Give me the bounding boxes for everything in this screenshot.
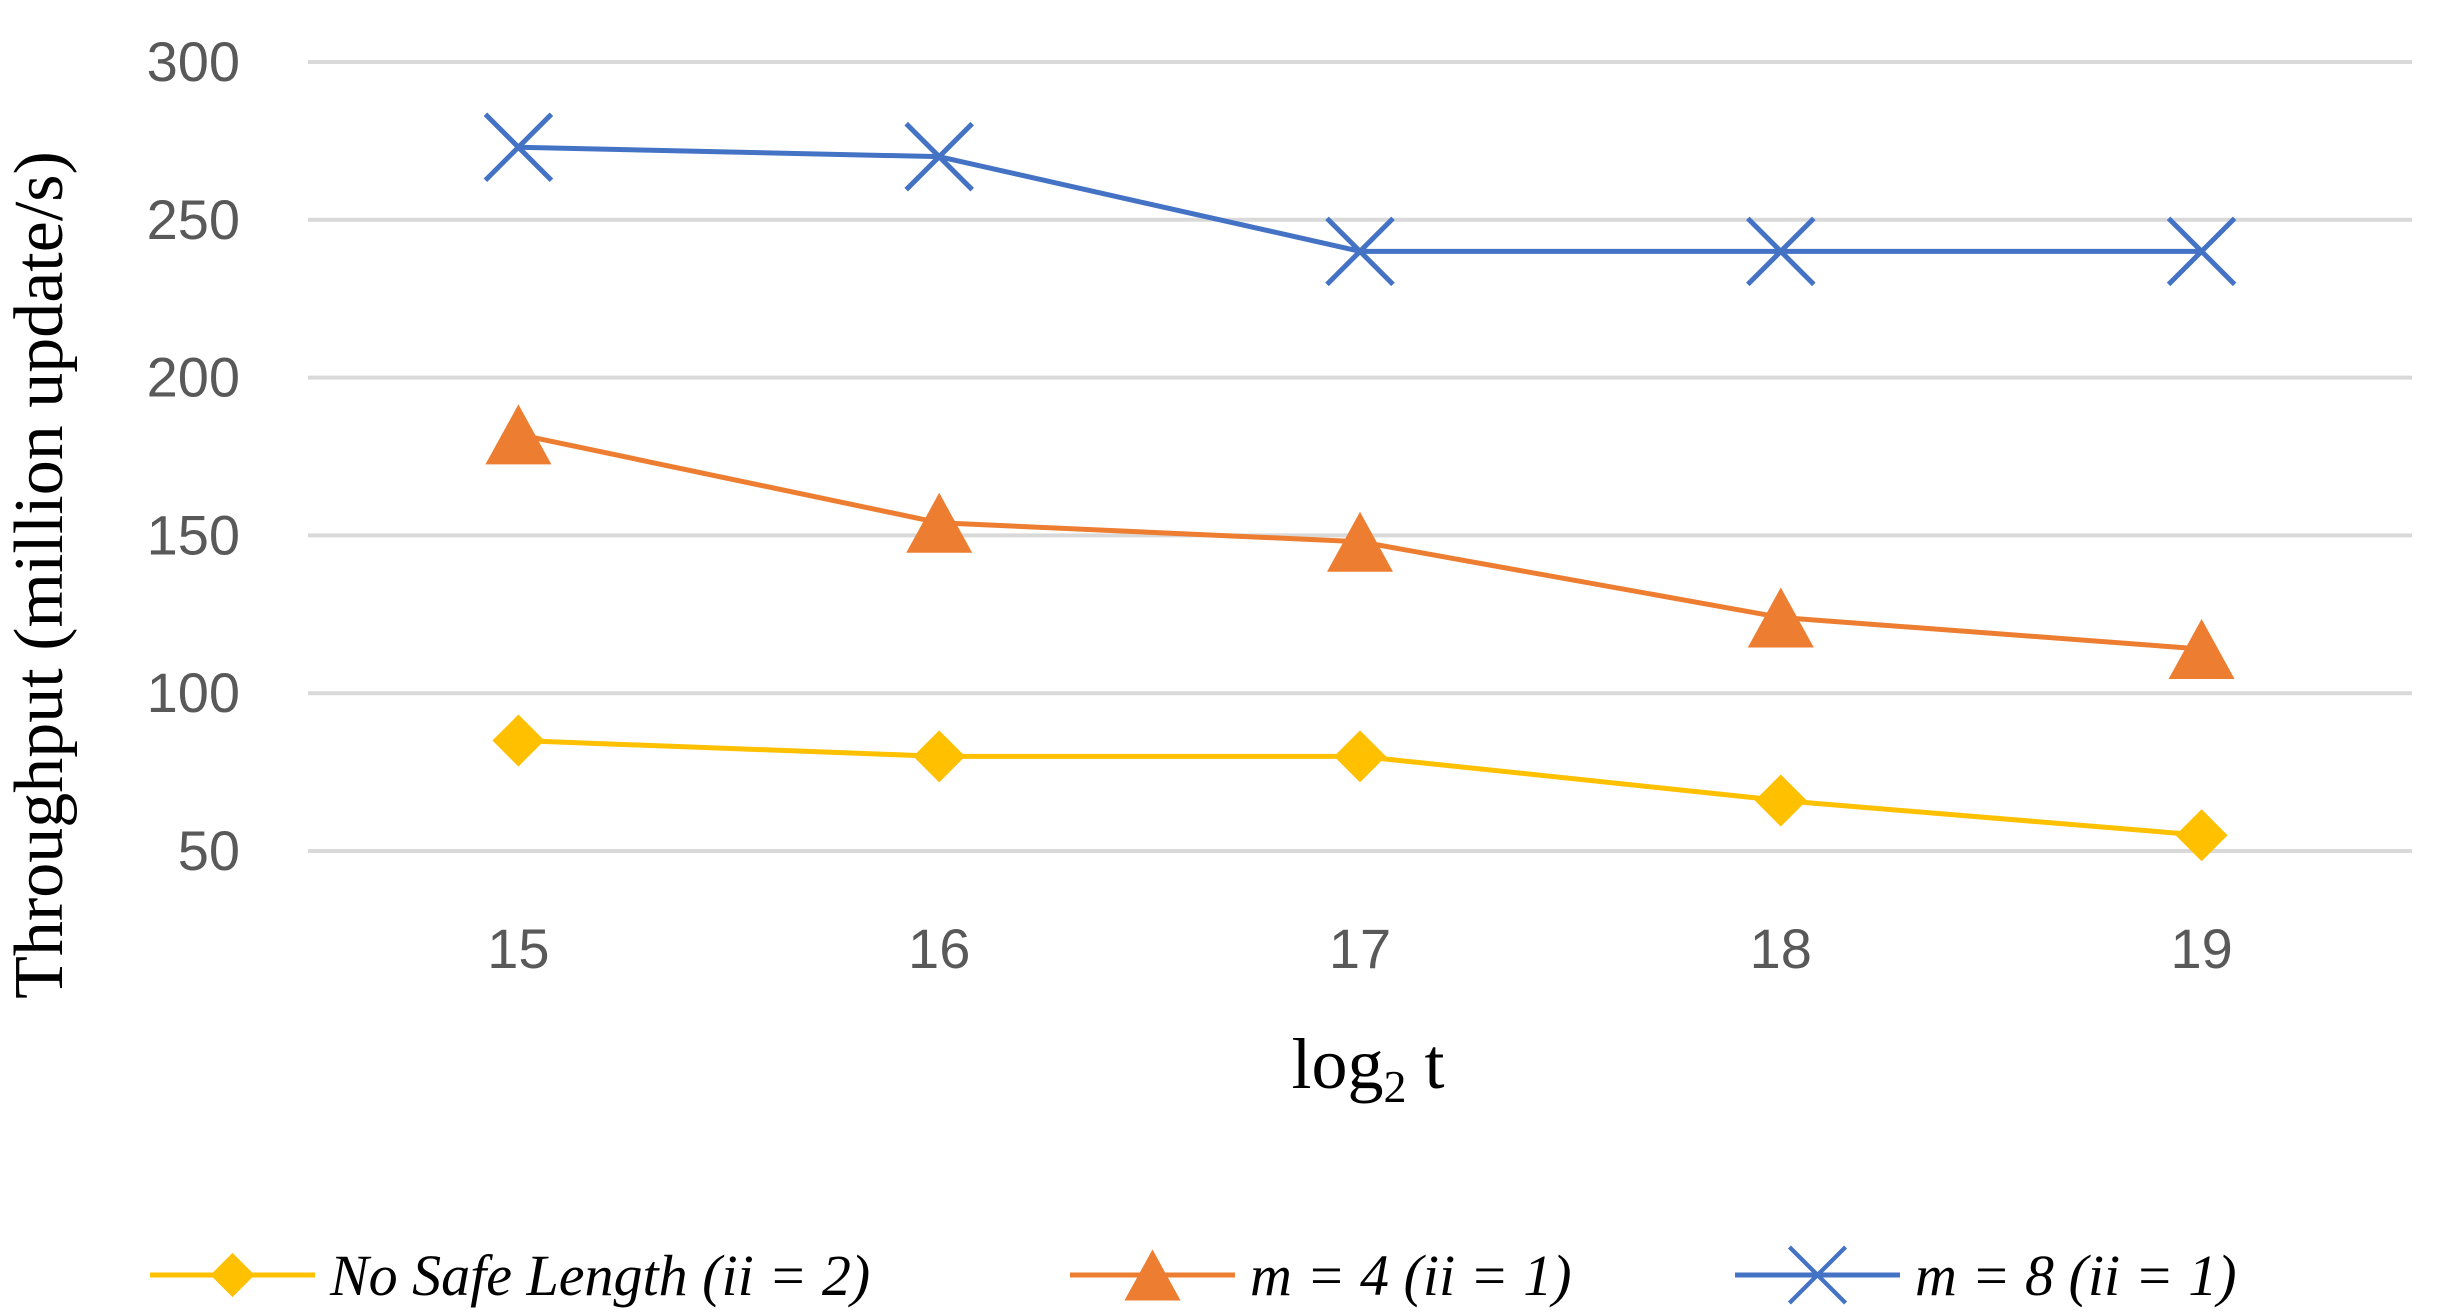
legend-label: m = 4 (ii = 1) xyxy=(1250,1243,1572,1308)
data-point-triangle xyxy=(906,492,973,553)
data-point-diamond xyxy=(492,714,545,767)
legend-item-3: m = 8 (ii = 1) xyxy=(1735,1243,2237,1308)
y-tick-label: 150 xyxy=(147,503,240,566)
data-point-triangle xyxy=(485,404,552,465)
legend-marker-diamond xyxy=(210,1252,255,1298)
x-axis-ticks: 15 16 17 18 19 xyxy=(487,917,2232,980)
series-3 xyxy=(483,112,2237,287)
x-tick-label: 15 xyxy=(487,917,549,980)
legend: No Safe Length (ii = 2) m = 4 (ii = 1) m =… xyxy=(150,1243,2237,1308)
x-axis-title-subscript: 2 xyxy=(1384,1061,1407,1112)
data-point-x xyxy=(1746,216,1816,287)
data-point-triangle xyxy=(1327,511,1393,572)
legend-item-2: m = 4 (ii = 1) xyxy=(1070,1243,1572,1308)
x-axis-title: log2 t xyxy=(1291,1024,1444,1112)
y-tick-label: 250 xyxy=(147,188,240,251)
x-axis-title-suffix: t xyxy=(1407,1024,1445,1104)
series-group xyxy=(483,112,2237,862)
series-1 xyxy=(492,714,2228,862)
legend-marker-x xyxy=(1787,1245,1848,1305)
x-tick-label: 17 xyxy=(1329,917,1391,980)
series-line xyxy=(518,144,2202,254)
data-point-triangle xyxy=(2168,619,2235,680)
x-tick-label: 18 xyxy=(1750,917,1812,980)
legend-label: m = 8 (ii = 1) xyxy=(1915,1243,2237,1308)
data-point-x xyxy=(904,121,974,192)
x-axis-title-main: log xyxy=(1291,1024,1383,1104)
y-tick-label: 50 xyxy=(178,819,240,882)
x-tick-label: 19 xyxy=(2170,917,2232,980)
y-tick-label: 100 xyxy=(147,661,240,724)
series-2 xyxy=(485,404,2235,680)
data-point-triangle xyxy=(1747,587,1814,648)
y-tick-label: 200 xyxy=(147,346,240,409)
data-point-diamond xyxy=(2175,809,2228,862)
data-point-x xyxy=(483,112,554,182)
y-axis-title: Throughput (million update/s) xyxy=(1,151,78,999)
legend-marker-triangle xyxy=(1124,1249,1181,1301)
data-point-diamond xyxy=(1334,730,1386,783)
data-point-diamond xyxy=(913,730,966,783)
data-point-x xyxy=(1325,216,1395,287)
data-point-diamond xyxy=(1754,774,1807,827)
x-tick-label: 16 xyxy=(908,917,970,980)
legend-item-1: No Safe Length (ii = 2) xyxy=(150,1243,870,1308)
y-axis-ticks: 50 100 150 200 250 300 xyxy=(147,30,240,882)
y-tick-label: 300 xyxy=(147,30,240,93)
legend-label: No Safe Length (ii = 2) xyxy=(329,1243,870,1308)
data-point-x xyxy=(2166,216,2237,287)
